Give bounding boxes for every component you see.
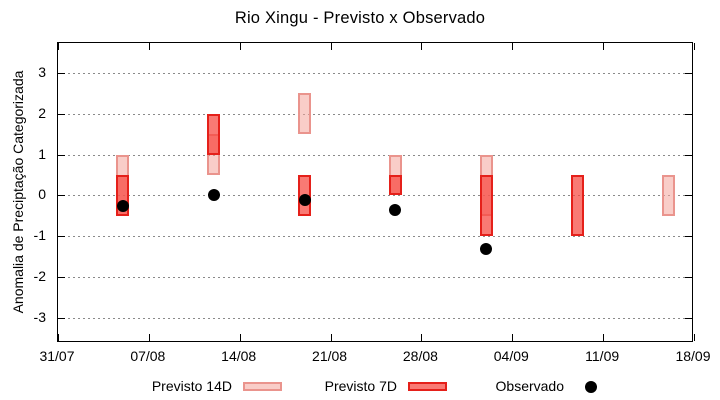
y-tick-left — [58, 73, 65, 74]
y-tick-right — [685, 73, 692, 74]
legend-swatch-previsto-14d — [243, 382, 282, 391]
x-tick-bottom — [512, 334, 514, 341]
x-tick-top — [58, 43, 59, 50]
y-tick-label: -2 — [33, 268, 46, 285]
y-tick-label: 2 — [38, 104, 46, 121]
x-tick-label: 07/08 — [130, 348, 166, 364]
y-tick-right — [685, 154, 692, 156]
gridline-y--3 — [58, 317, 692, 319]
x-tick-label: 14/08 — [221, 348, 257, 364]
y-tick-left — [58, 236, 65, 238]
y-tick-left — [58, 113, 65, 115]
x-tick-top — [330, 43, 332, 50]
y-tick-label: 1 — [38, 145, 46, 162]
y-tick-label: 0 — [38, 186, 46, 203]
x-tick-top — [512, 43, 514, 50]
gridline-y--1 — [58, 236, 692, 238]
bar-previsto-7d — [207, 113, 221, 155]
bar-previsto-7d — [570, 175, 584, 237]
legend-label-observado: Observado — [495, 378, 564, 394]
y-tick-right — [685, 277, 692, 279]
y-tick-left — [58, 317, 65, 319]
x-tick-label: 04/09 — [493, 348, 529, 364]
y-tick-right — [685, 236, 692, 238]
legend-dot-observado — [585, 381, 597, 393]
gridline-y--2 — [58, 277, 692, 279]
x-tick-bottom — [421, 334, 423, 341]
y-tick-label: -3 — [33, 308, 46, 325]
bar-previsto-14d — [661, 175, 675, 216]
legend-label-previsto-14d: Previsto 14D — [151, 378, 232, 394]
x-tick-top — [239, 43, 241, 50]
x-tick-bottom — [330, 334, 332, 341]
x-tick-label: 11/09 — [585, 348, 620, 364]
bar-previsto-7d — [388, 175, 402, 196]
gridline-y-2 — [58, 113, 692, 115]
y-tick-right — [685, 317, 692, 319]
y-tick-left — [58, 277, 65, 279]
dot-observado — [480, 242, 493, 255]
x-tick-bottom — [239, 334, 241, 341]
y-tick-left — [58, 154, 65, 156]
x-tick-bottom — [694, 334, 695, 341]
plot-area — [57, 42, 695, 342]
gridline-y-1 — [58, 154, 692, 156]
x-tick-top — [603, 43, 605, 50]
x-tick-top — [148, 43, 150, 50]
x-tick-bottom — [148, 334, 150, 341]
chart-title: Rio Xingu - Previsto x Observado — [234, 9, 486, 27]
x-tick-label: 18/09 — [675, 348, 711, 364]
x-tick-label: 21/08 — [312, 348, 348, 364]
y-tick-left — [58, 195, 65, 197]
dot-observado — [207, 189, 220, 202]
dot-observado — [298, 193, 311, 206]
y-tick-label: -1 — [33, 227, 46, 244]
x-tick-bottom — [603, 334, 605, 341]
y-tick-right — [685, 113, 692, 115]
x-tick-label: 31/07 — [39, 348, 75, 364]
bar-previsto-7d — [479, 175, 493, 237]
legend-swatch-previsto-7d — [408, 382, 447, 391]
x-tick-bottom — [58, 334, 59, 341]
legend-label-previsto-7d: Previsto 7D — [324, 378, 397, 394]
y-tick-label: 3 — [38, 64, 46, 80]
bar-previsto-14d — [298, 93, 312, 135]
dot-observado — [116, 199, 129, 212]
x-tick-top — [694, 43, 695, 50]
gridline-y-3 — [58, 73, 692, 74]
y-tick-right — [685, 195, 692, 197]
gridline-y-0 — [58, 195, 692, 197]
x-tick-label: 28/08 — [402, 348, 438, 364]
x-tick-top — [421, 43, 423, 50]
dot-observado — [389, 203, 402, 216]
